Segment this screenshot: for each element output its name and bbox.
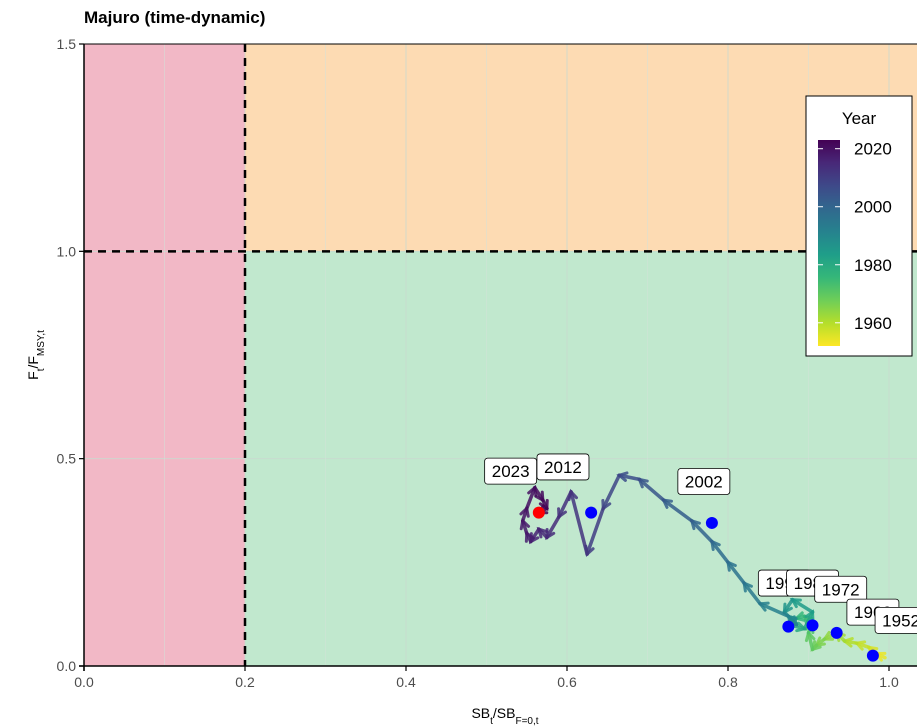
x-tick-label: 0.4	[396, 674, 416, 690]
chart-title: Majuro (time-dynamic)	[84, 8, 266, 27]
trajectory-segment	[569, 490, 589, 556]
y-tick-label: 1.5	[57, 36, 77, 52]
x-tick-label: 0.6	[557, 674, 577, 690]
point-label-text: 2012	[544, 458, 582, 477]
point-2002	[705, 516, 718, 529]
trajectory-segment	[525, 485, 537, 511]
x-axis-label: SBt/SBF=0,t	[471, 705, 538, 727]
y-tick-label: 1.0	[57, 243, 77, 259]
points-layer	[532, 506, 879, 662]
point-label: 2012	[536, 453, 590, 481]
legend-label: 1980	[854, 256, 892, 275]
trajectory-segment	[690, 519, 714, 544]
trajectory-segment	[545, 514, 561, 540]
legend-label: 1960	[854, 314, 892, 333]
point-label-text: 2023	[492, 462, 530, 481]
point-label: 2023	[484, 457, 538, 485]
legend-title: Year	[842, 109, 877, 128]
point-label: 1972	[814, 575, 868, 603]
x-tick-label: 0.0	[74, 674, 94, 690]
x-tick-label: 1.0	[879, 674, 899, 690]
trajectory-segment	[710, 539, 730, 565]
x-tick-label: 0.2	[235, 674, 255, 690]
trajectory-segment	[726, 560, 746, 585]
trajectory-segment	[637, 477, 666, 502]
point-1962	[866, 649, 879, 662]
y-tick-label: 0.0	[57, 658, 77, 674]
y-axis-label: Ft/FMSY,t	[25, 330, 47, 380]
point-label-box	[814, 575, 868, 603]
reference-lines	[84, 44, 917, 666]
trajectory-segment	[758, 602, 791, 618]
point-label-text: 1972	[822, 580, 860, 599]
point-2012	[585, 506, 598, 519]
point-label-text: 2002	[685, 472, 723, 491]
legend-colorbar	[818, 140, 840, 346]
legend-label: 2020	[854, 140, 892, 159]
x-tick-label: 0.8	[718, 674, 738, 690]
point-1972	[830, 626, 843, 639]
legend-label: 2000	[854, 198, 892, 217]
point-2023	[532, 506, 545, 519]
trajectory-layer	[519, 471, 887, 662]
point-1992	[782, 620, 795, 633]
trajectory-segment	[661, 498, 694, 523]
point-label-box	[536, 453, 590, 481]
point-label-text: 1952	[882, 611, 917, 630]
trajectory-segment	[557, 490, 573, 519]
axes-layer: 0.0 0.2 0.4 0.6 0.8 1.0 0.0 0.5 1.0 1.5 SBt/SBF=0,…	[25, 36, 917, 727]
y-tick-label: 0.5	[57, 451, 77, 467]
point-label-box	[677, 468, 731, 495]
trajectory-segment	[585, 506, 605, 556]
trajectory-segment	[790, 597, 815, 614]
trajectory-segment	[601, 473, 622, 511]
point-label: 2002	[677, 468, 731, 495]
trajectory-segment	[617, 473, 642, 482]
point-label-box	[874, 606, 917, 634]
point-label: 1952	[874, 606, 917, 634]
trajectory-segment	[742, 581, 762, 606]
point-1982	[806, 619, 819, 632]
zone-overfishing	[245, 44, 917, 252]
legend: Year 2020 2000 1980 1960	[805, 95, 913, 357]
